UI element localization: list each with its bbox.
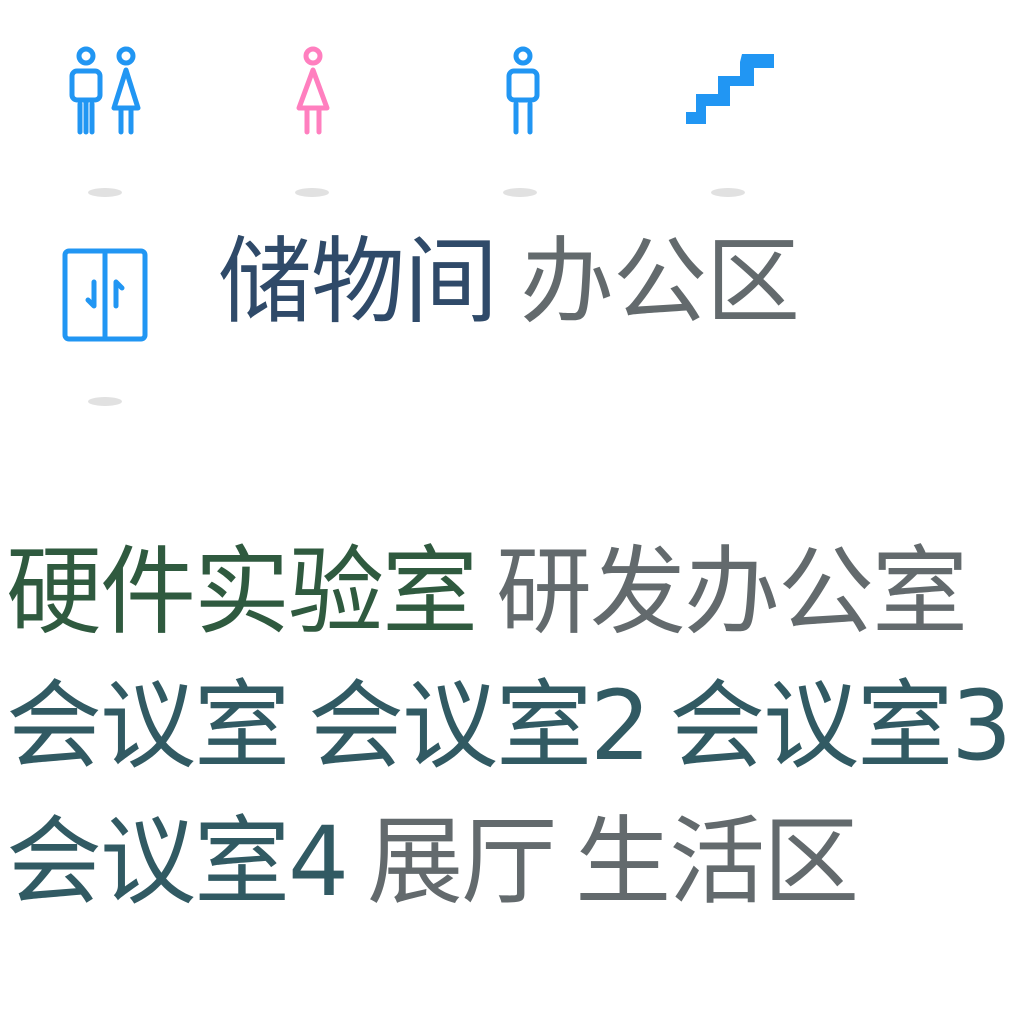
label-storage[interactable]: 储物间 — [218, 228, 498, 337]
stairs-icon-shadow — [711, 188, 745, 197]
female-restroom-icon-shadow — [295, 188, 329, 197]
label-hardware-lab[interactable]: 硬件实验室 — [6, 536, 478, 648]
label-meeting-room[interactable]: 会议室 — [6, 670, 290, 782]
label-row-meeting: 会议室 会议室2 会议室3 — [6, 678, 1012, 774]
elevator-icon-shadow — [88, 397, 122, 406]
restroom-icon[interactable] — [62, 42, 152, 138]
label-showroom[interactable]: 展厅 — [367, 806, 557, 918]
label-row-labs: 硬件实验室 研发办公室 — [6, 544, 968, 640]
label-row-other: 会议室4 展厅 生活区 — [6, 814, 859, 910]
restroom-icon-shadow — [88, 188, 122, 197]
stairs-icon[interactable] — [686, 54, 776, 126]
label-living-area[interactable]: 生活区 — [575, 806, 859, 918]
label-rd-office[interactable]: 研发办公室 — [496, 536, 968, 648]
label-meeting-room-2[interactable]: 会议室2 — [308, 670, 651, 782]
label-meeting-room-4[interactable]: 会议室4 — [6, 806, 349, 918]
elevator-icon[interactable] — [62, 248, 148, 342]
male-restroom-icon[interactable] — [498, 42, 548, 138]
male-restroom-icon-shadow — [503, 188, 537, 197]
label-meeting-room-3[interactable]: 会议室3 — [669, 670, 1012, 782]
female-restroom-icon[interactable] — [288, 42, 338, 138]
label-office-area[interactable]: 办公区 — [520, 228, 800, 337]
